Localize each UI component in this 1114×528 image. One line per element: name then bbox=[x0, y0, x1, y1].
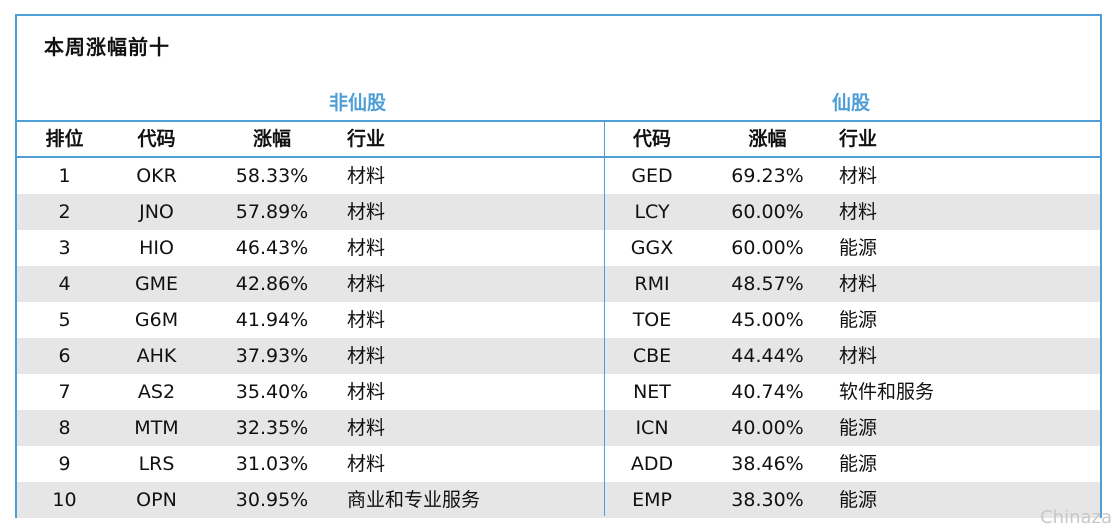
cell-code-left: HIO bbox=[139, 237, 174, 259]
cell-code-right: NET bbox=[633, 381, 671, 403]
cell-code-left: JNO bbox=[139, 201, 174, 223]
cell-code-right: RMI bbox=[634, 273, 670, 295]
header-code-right: 代码 bbox=[632, 128, 671, 150]
table-row: 2 JNO 57.89% 材料 LCY 60.00% 材料 bbox=[17, 194, 1100, 230]
cell-code-left: MTM bbox=[134, 417, 179, 439]
header-rank: 排位 bbox=[45, 128, 84, 150]
header-top-rule bbox=[17, 120, 1100, 122]
table-row: 7 AS2 35.40% 材料 NET 40.74% 软件和服务 bbox=[17, 374, 1100, 410]
cell-rank: 6 bbox=[58, 345, 71, 367]
cell-industry-left: 材料 bbox=[347, 309, 386, 331]
cell-gain-right: 60.00% bbox=[731, 201, 804, 223]
column-divider bbox=[604, 122, 605, 516]
table-row: 9 LRS 31.03% 材料 ADD 38.46% 能源 bbox=[17, 446, 1100, 482]
cell-industry-right: 能源 bbox=[839, 453, 878, 475]
cell-code-right: TOE bbox=[632, 309, 672, 331]
cell-code-left: AS2 bbox=[137, 381, 176, 403]
cell-industry-right: 能源 bbox=[839, 489, 878, 511]
header-industry-right: 行业 bbox=[839, 128, 878, 150]
table-row: 3 HIO 46.43% 材料 GGX 60.00% 能源 bbox=[17, 230, 1100, 266]
cell-industry-right: 材料 bbox=[839, 345, 878, 367]
cell-gain-left: 35.40% bbox=[235, 381, 309, 403]
cell-rank: 5 bbox=[58, 309, 71, 331]
table-row: 10 OPN 30.95% 商业和专业服务 EMP 38.30% 能源 bbox=[17, 482, 1100, 518]
cell-gain-right: 45.00% bbox=[731, 309, 804, 331]
cell-code-right: LCY bbox=[634, 201, 670, 223]
cell-gain-left: 42.86% bbox=[235, 273, 309, 295]
cell-gain-right: 40.74% bbox=[731, 381, 804, 403]
cell-industry-left: 材料 bbox=[347, 345, 386, 367]
cell-industry-left: 材料 bbox=[347, 165, 386, 187]
header-gain-right: 涨幅 bbox=[748, 128, 787, 150]
cell-code-left: OKR bbox=[136, 165, 177, 187]
header-gain-left: 涨幅 bbox=[252, 128, 291, 150]
cell-gain-left: 30.95% bbox=[235, 489, 309, 511]
cell-industry-right: 软件和服务 bbox=[839, 381, 935, 403]
cell-gain-left: 46.43% bbox=[235, 237, 309, 259]
cell-industry-left: 商业和专业服务 bbox=[347, 489, 481, 511]
table-row: 6 AHK 37.93% 材料 CBE 44.44% 材料 bbox=[17, 338, 1100, 374]
cell-industry-left: 材料 bbox=[347, 453, 386, 475]
header-bottom-rule bbox=[17, 156, 1100, 158]
cell-rank: 2 bbox=[58, 201, 71, 223]
cell-industry-right: 材料 bbox=[839, 273, 878, 295]
cell-gain-left: 58.33% bbox=[235, 165, 309, 187]
cell-code-left: LRS bbox=[138, 453, 175, 475]
cell-code-left: OPN bbox=[136, 489, 177, 511]
table-frame: 本周涨幅前十 非仙股 仙股 排位 代码 涨幅 行业 代码 涨幅 行业 1 OKR 5… bbox=[15, 14, 1102, 518]
header-code-left: 代码 bbox=[137, 128, 176, 150]
cell-rank: 8 bbox=[58, 417, 71, 439]
cell-code-left: AHK bbox=[136, 345, 177, 367]
cell-gain-left: 32.35% bbox=[235, 417, 309, 439]
cell-industry-left: 材料 bbox=[347, 273, 386, 295]
cell-gain-right: 44.44% bbox=[731, 345, 804, 367]
cell-gain-left: 31.03% bbox=[235, 453, 309, 475]
cell-rank: 1 bbox=[58, 165, 71, 187]
cell-code-left: GME bbox=[134, 273, 179, 295]
group-label-non-penny: 非仙股 bbox=[329, 92, 387, 114]
group-label-penny: 仙股 bbox=[832, 92, 871, 114]
cell-gain-right: 40.00% bbox=[731, 417, 804, 439]
cell-code-right: EMP bbox=[632, 489, 672, 511]
table-row: 1 OKR 58.33% 材料 GED 69.23% 材料 bbox=[17, 158, 1100, 194]
header-industry-left: 行业 bbox=[347, 128, 386, 150]
cell-rank: 10 bbox=[52, 489, 77, 511]
cell-industry-left: 材料 bbox=[347, 417, 386, 439]
cell-industry-left: 材料 bbox=[347, 237, 386, 259]
table-row: 4 GME 42.86% 材料 RMI 48.57% 材料 bbox=[17, 266, 1100, 302]
watermark: Chinaza bbox=[1040, 507, 1112, 528]
cell-rank: 9 bbox=[58, 453, 71, 475]
cell-industry-right: 能源 bbox=[839, 417, 878, 439]
cell-gain-right: 60.00% bbox=[731, 237, 804, 259]
cell-code-right: GED bbox=[631, 165, 673, 187]
cell-code-right: ICN bbox=[635, 417, 669, 439]
cell-gain-right: 69.23% bbox=[731, 165, 804, 187]
cell-gain-left: 57.89% bbox=[235, 201, 309, 223]
cell-rank: 7 bbox=[58, 381, 71, 403]
cell-gain-left: 41.94% bbox=[235, 309, 309, 331]
cell-gain-right: 38.30% bbox=[731, 489, 804, 511]
table-row: 8 MTM 32.35% 材料 ICN 40.00% 能源 bbox=[17, 410, 1100, 446]
cell-industry-left: 材料 bbox=[347, 201, 386, 223]
cell-industry-right: 能源 bbox=[839, 309, 878, 331]
cell-gain-right: 38.46% bbox=[731, 453, 804, 475]
cell-industry-right: 能源 bbox=[839, 237, 878, 259]
cell-industry-right: 材料 bbox=[839, 201, 878, 223]
cell-code-right: GGX bbox=[630, 237, 674, 259]
table-title: 本周涨幅前十 bbox=[44, 35, 170, 59]
cell-industry-left: 材料 bbox=[347, 381, 386, 403]
cell-code-right: CBE bbox=[632, 345, 672, 367]
cell-gain-left: 37.93% bbox=[235, 345, 309, 367]
cell-rank: 3 bbox=[58, 237, 71, 259]
table-row: 5 G6M 41.94% 材料 TOE 45.00% 能源 bbox=[17, 302, 1100, 338]
cell-code-left: G6M bbox=[134, 309, 179, 331]
cell-gain-right: 48.57% bbox=[731, 273, 804, 295]
cell-rank: 4 bbox=[58, 273, 71, 295]
cell-industry-right: 材料 bbox=[839, 165, 878, 187]
cell-code-right: ADD bbox=[630, 453, 674, 475]
